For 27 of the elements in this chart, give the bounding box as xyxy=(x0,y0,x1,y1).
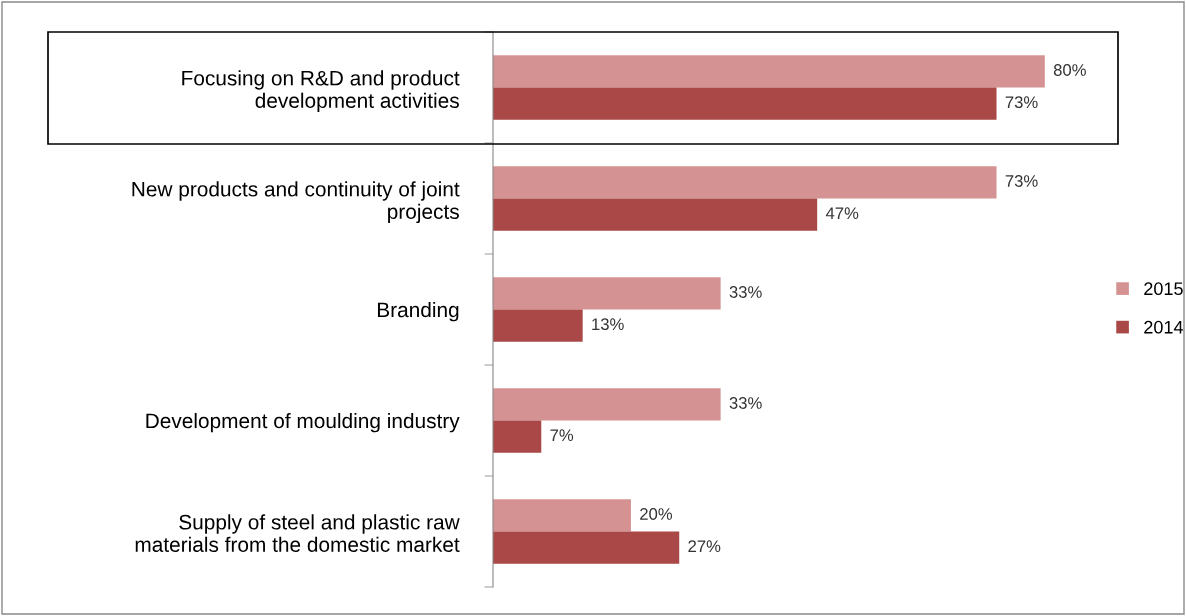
legend-label: 2015 xyxy=(1144,282,1183,296)
data-label: 73% xyxy=(1005,96,1038,109)
data-label: 80% xyxy=(1053,64,1086,76)
y-tick-label: New products and continuity of joint projects xyxy=(132,181,460,224)
bar xyxy=(493,420,542,453)
bar xyxy=(493,55,1045,88)
data-label: 33% xyxy=(729,397,762,409)
data-label: 73% xyxy=(1005,175,1038,187)
bar xyxy=(493,499,631,532)
y-tick-label: Branding xyxy=(377,301,459,322)
y-tick-label: Focusing on R&D and product development activities xyxy=(182,70,460,113)
bar xyxy=(493,87,997,120)
data-label: 33% xyxy=(729,286,762,298)
bar xyxy=(493,531,680,564)
data-label: 47% xyxy=(825,207,859,219)
data-label: 7% xyxy=(550,429,574,441)
data-label: 20% xyxy=(640,508,673,520)
bar xyxy=(493,309,583,342)
bar xyxy=(493,166,997,199)
bar xyxy=(493,198,818,231)
bar xyxy=(493,277,721,310)
y-tick-label: Supply of steel and plastic raw materials from the domestic market xyxy=(135,514,460,552)
bar xyxy=(493,388,721,421)
y-tick-label: Development of moulding industry xyxy=(146,412,460,433)
data-label: 13% xyxy=(592,318,624,331)
data-label: 27% xyxy=(688,540,721,552)
legend-label: 2014 xyxy=(1144,320,1183,334)
